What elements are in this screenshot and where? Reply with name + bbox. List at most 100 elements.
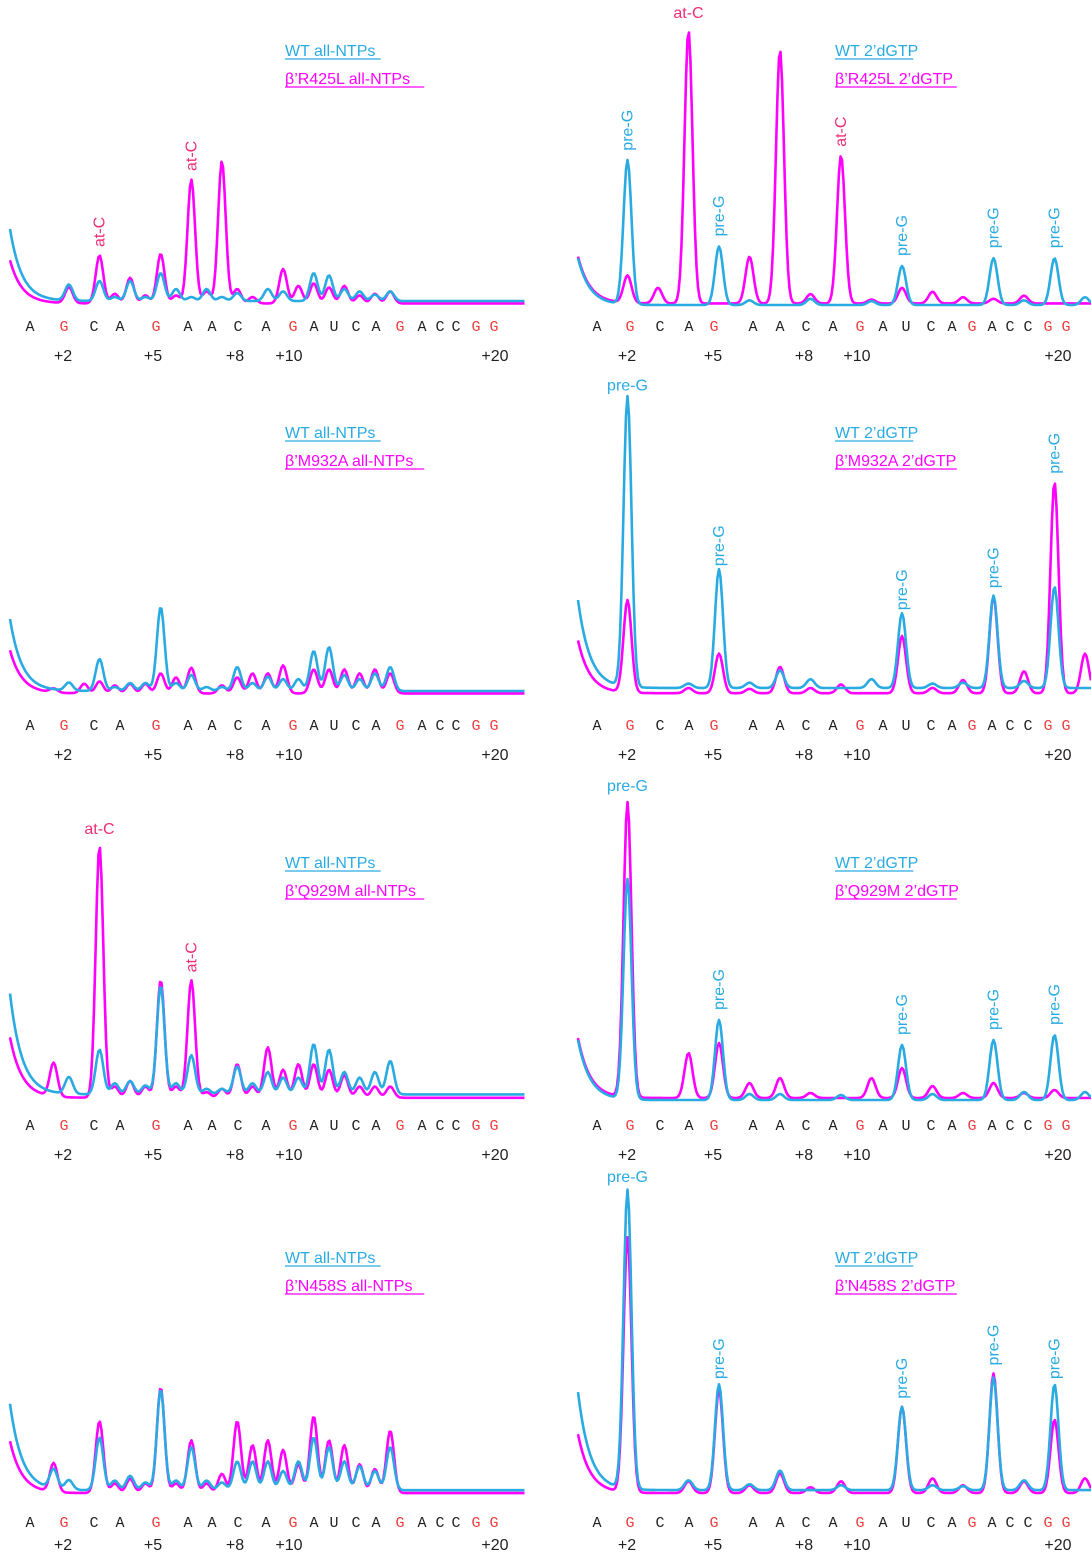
wt-trace-row3-left	[8, 986, 525, 1096]
sequence-letter: C	[451, 1118, 460, 1135]
wt-trace-row1-left	[8, 228, 525, 303]
sequence-letter: G	[395, 1118, 404, 1135]
peak-annotation: pre-G	[986, 547, 1003, 588]
sequence-letter: G	[59, 1118, 68, 1135]
sequence-letter: A	[261, 718, 270, 735]
sequence-letter: U	[329, 319, 338, 336]
sequence-letter: A	[417, 1118, 426, 1135]
sequence-letter: G	[967, 319, 976, 336]
sequence-letter: A	[207, 319, 216, 336]
sequence-letter: A	[775, 1118, 784, 1135]
sequence-letter: C	[1023, 319, 1032, 336]
peak-annotation: pre-G	[620, 110, 637, 151]
sequence-letter: U	[901, 1118, 910, 1135]
sequence-letter: A	[115, 1515, 124, 1532]
sequence-letter: C	[926, 1118, 935, 1135]
sequence-letter: A	[592, 1515, 601, 1532]
legend-entry: WT all-NTPs	[285, 43, 375, 60]
sequence-letter: G	[288, 718, 297, 735]
legend-entry: β’N458S 2’dGTP	[835, 1278, 955, 1295]
sequence-letter: G	[489, 718, 498, 735]
peak-annotation: pre-G	[894, 569, 911, 610]
legend-entry: WT 2’dGTP	[835, 43, 918, 60]
sequence-letter: G	[471, 1515, 480, 1532]
legend-entry: β’R425L all-NTPs	[285, 71, 410, 88]
sequence-letter: G	[471, 319, 480, 336]
peak-annotation: pre-G	[711, 525, 728, 566]
sequence-letter: A	[371, 1118, 380, 1135]
sequence-letter: G	[709, 1515, 718, 1532]
sequence-letter: A	[261, 1515, 270, 1532]
sequence-letter: A	[878, 319, 887, 336]
sequence-letter: U	[901, 319, 910, 336]
position-label: +20	[481, 1147, 508, 1164]
sequence-letter: U	[329, 718, 338, 735]
sequence-letter: A	[748, 718, 757, 735]
sequence-letter: A	[25, 1515, 34, 1532]
position-label: +5	[704, 1537, 722, 1554]
sequence-letter: G	[1061, 319, 1070, 336]
position-label: +5	[144, 747, 162, 764]
position-label: +8	[795, 747, 813, 764]
sequence-letter: G	[709, 1118, 718, 1135]
sequence-letter: A	[684, 1515, 693, 1532]
sequence-letter: A	[371, 319, 380, 336]
sequence-letter: A	[828, 718, 837, 735]
position-label: +10	[843, 1537, 870, 1554]
position-label: +10	[275, 1147, 302, 1164]
peak-annotation: pre-G	[607, 1169, 648, 1186]
sequence-letter: G	[288, 1118, 297, 1135]
sequence-letter: C	[233, 1515, 242, 1532]
sequence-letter: C	[451, 1515, 460, 1532]
legend-entry: WT 2’dGTP	[835, 855, 918, 872]
position-label: +20	[1044, 747, 1071, 764]
sequence-letter: C	[89, 718, 98, 735]
position-label: +20	[1044, 1537, 1071, 1554]
sequence-letter: C	[926, 1515, 935, 1532]
sequence-letter: G	[288, 319, 297, 336]
sequence-letter: A	[748, 1118, 757, 1135]
sequence-letter: C	[351, 319, 360, 336]
sequence-letter: A	[183, 1515, 192, 1532]
sequence-letter: A	[947, 319, 956, 336]
sequence-letter: C	[233, 319, 242, 336]
sequence-letter: G	[395, 1515, 404, 1532]
sequence-letter: C	[655, 1515, 664, 1532]
legend-entry: WT all-NTPs	[285, 855, 375, 872]
sequence-letter: A	[987, 1515, 996, 1532]
position-label: +2	[618, 747, 636, 764]
peak-annotation: pre-G	[894, 994, 911, 1035]
sequence-letter: C	[89, 1515, 98, 1532]
position-label: +8	[795, 348, 813, 365]
sequence-letter: G	[59, 319, 68, 336]
position-label: +8	[226, 348, 244, 365]
mutant-trace-row2-right	[576, 482, 1091, 695]
sequence-letter: C	[351, 1118, 360, 1135]
position-label: +2	[54, 1147, 72, 1164]
sequence-letter: G	[625, 1515, 634, 1532]
sequence-letter: A	[25, 319, 34, 336]
sequence-letter: A	[828, 1118, 837, 1135]
sequence-letter: A	[684, 1118, 693, 1135]
position-label: +2	[618, 1537, 636, 1554]
sequence-letter: C	[1005, 718, 1014, 735]
peak-annotation: pre-G	[1047, 207, 1064, 248]
sequence-letter: A	[987, 319, 996, 336]
sequence-letter: C	[926, 319, 935, 336]
sequence-letter: G	[151, 1515, 160, 1532]
position-label: +5	[144, 348, 162, 365]
position-label: +5	[144, 1537, 162, 1554]
position-label: +20	[481, 747, 508, 764]
sequence-letter: G	[1061, 1515, 1070, 1532]
mutant-trace-row3-left	[8, 846, 525, 1100]
sequence-letter: U	[329, 1118, 338, 1135]
sequence-letter: G	[1043, 718, 1052, 735]
position-label: +2	[54, 1537, 72, 1554]
position-label: +10	[843, 747, 870, 764]
sequence-letter: G	[288, 1515, 297, 1532]
sequence-letter: G	[625, 1118, 634, 1135]
sequence-letter: C	[801, 718, 810, 735]
sequence-letter: C	[926, 718, 935, 735]
sequence-letter: A	[261, 319, 270, 336]
